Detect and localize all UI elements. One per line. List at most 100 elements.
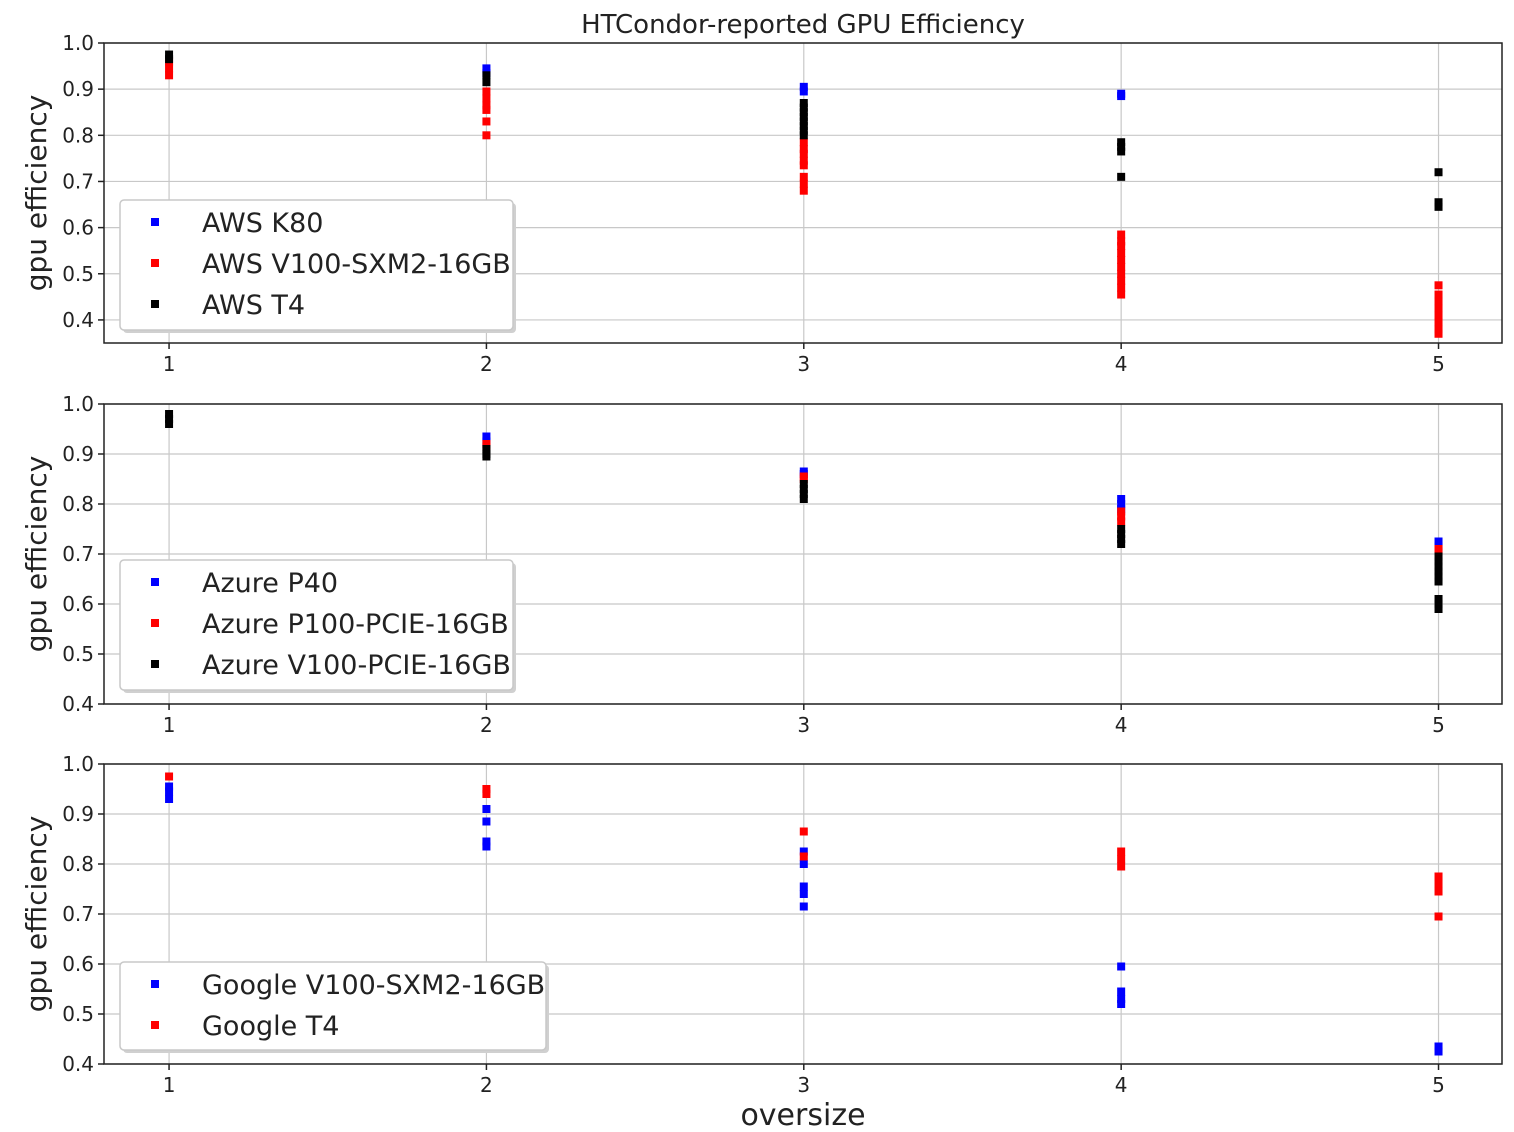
data-point	[800, 903, 808, 911]
x-tick-label: 5	[1432, 713, 1445, 737]
series-azure-p100-pcie-16gb	[482, 440, 1442, 556]
legend-entry: AWS V100-SXM2-16GB	[202, 249, 511, 280]
data-point	[1435, 888, 1443, 896]
y-tick-label: 0.5	[62, 1002, 94, 1026]
data-point	[165, 788, 173, 796]
y-tick-label: 0.4	[62, 1052, 94, 1076]
legend-entry: Azure V100-PCIE-16GB	[202, 650, 511, 681]
y-tick-label: 0.6	[62, 592, 94, 616]
data-point	[1435, 330, 1443, 338]
data-point	[800, 890, 808, 898]
data-point	[1435, 311, 1443, 319]
x-tick-label: 3	[797, 713, 810, 737]
y-tick-label: 0.7	[62, 169, 94, 193]
y-tick-label: 0.8	[62, 492, 94, 516]
data-point	[1117, 256, 1125, 264]
legend-entry: Azure P100-PCIE-16GB	[202, 609, 509, 640]
data-point	[1117, 848, 1125, 856]
y-axis-label: gpu efficiency	[20, 95, 53, 292]
y-axis-label: gpu efficiency	[20, 816, 53, 1013]
y-axis-label: gpu efficiency	[20, 456, 53, 653]
legend-marker	[151, 218, 159, 226]
data-point	[1435, 281, 1443, 289]
data-point	[800, 853, 808, 861]
data-point	[1117, 518, 1125, 526]
data-point	[1435, 1048, 1443, 1056]
x-tick-label: 2	[480, 1073, 493, 1097]
data-point	[800, 860, 808, 868]
data-point	[1435, 578, 1443, 586]
data-point	[482, 78, 490, 86]
legend: Azure P40 Azure P100-PCIE-16GB Azure V100-…	[120, 560, 516, 693]
y-tick-label: 0.8	[62, 852, 94, 876]
subplot-2: 1 2 3 4 5 0.4 0.5 0.6 0.7 0.8 0.9 1.0 gpu efficiency…	[20, 392, 1502, 737]
x-tick-label: 5	[1432, 1073, 1445, 1097]
data-point	[1117, 249, 1125, 257]
subplot-3: 1 2 3 4 50.40.50.60.70.80.91.0gpu efficiency…	[20, 752, 1502, 1097]
x-tick-label: 4	[1115, 713, 1128, 737]
data-point	[1117, 855, 1125, 863]
data-point	[165, 773, 173, 781]
series-azure-p40	[482, 433, 1442, 551]
y-tick-label: 0.4	[62, 308, 94, 332]
data-point	[1117, 270, 1125, 278]
data-point	[1117, 231, 1125, 239]
x-tick-label: 3	[797, 352, 810, 376]
y-tick-label: 1.0	[62, 392, 94, 416]
data-point	[1435, 880, 1443, 888]
subplot-1: 1 2 3 4 50.40.50.60.70.80.91.0gpu efficiency…	[20, 31, 1502, 376]
data-point	[800, 173, 808, 181]
y-tick-label: 0.9	[62, 77, 94, 101]
data-point	[165, 71, 173, 79]
data-point	[1117, 540, 1125, 548]
data-point	[482, 117, 490, 125]
x-tick-label: 4	[1115, 352, 1128, 376]
data-point	[1117, 1000, 1125, 1008]
data-point	[1435, 913, 1443, 921]
data-point	[800, 138, 808, 146]
legend-marker	[151, 1021, 159, 1029]
subplot-panels: 1 2 3 4 5 0.4 0.5 0.6 0.7 0.8 0.9 1.0 gpu efficiency…	[20, 31, 1502, 1097]
legend-entry: Azure P40	[202, 568, 338, 599]
data-point	[800, 495, 808, 503]
data-point	[1435, 203, 1443, 211]
legend: AWS K80AWS V100-SXM2-16GBAWS T4	[120, 200, 516, 333]
y-tick-label: 0.8	[62, 123, 94, 147]
data-point	[800, 87, 808, 95]
data-point	[800, 161, 808, 169]
x-tick-label: 1	[163, 713, 176, 737]
x-tick-label: 2	[480, 713, 493, 737]
chart-title: HTCondor-reported GPU Efficiency	[581, 10, 1025, 40]
data-point	[482, 87, 490, 95]
legend-marker	[151, 578, 159, 586]
x-tick-label: 1	[163, 1073, 176, 1097]
data-point	[1435, 318, 1443, 326]
data-point	[800, 150, 808, 158]
data-point	[800, 180, 808, 188]
y-tick-label: 0.6	[62, 952, 94, 976]
x-tick-label: 2	[480, 352, 493, 376]
y-tick-label: 0.5	[62, 262, 94, 286]
data-point	[1117, 242, 1125, 250]
legend-marker	[151, 660, 159, 668]
data-point	[1435, 304, 1443, 312]
legend-marker	[151, 259, 159, 267]
x-tick-label: 1	[163, 352, 176, 376]
data-point	[482, 131, 490, 139]
data-point	[1117, 92, 1125, 100]
data-point	[165, 55, 173, 63]
data-point	[1435, 605, 1443, 613]
legend-entry: Google V100-SXM2-16GB	[202, 970, 545, 1001]
data-point	[1117, 263, 1125, 271]
data-point	[1435, 873, 1443, 881]
data-point	[482, 790, 490, 798]
data-point	[1117, 173, 1125, 181]
legend-entry: Google T4	[202, 1011, 339, 1042]
x-axis-label: oversize	[740, 1098, 865, 1132]
y-tick-label: 0.5	[62, 642, 94, 666]
y-tick-label: 0.9	[62, 442, 94, 466]
data-point	[1117, 988, 1125, 996]
y-tick-label: 0.6	[62, 216, 94, 240]
legend-marker	[151, 980, 159, 988]
